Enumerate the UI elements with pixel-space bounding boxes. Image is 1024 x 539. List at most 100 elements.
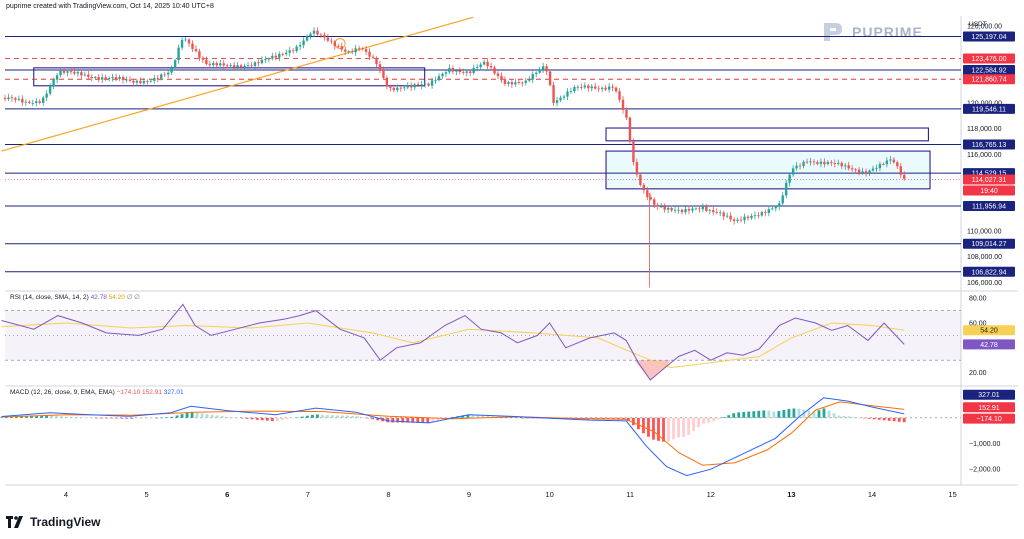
macd-histogram-bar xyxy=(611,417,615,420)
macd-histogram-bar xyxy=(757,410,761,418)
candle-body xyxy=(340,46,343,50)
candle-body xyxy=(350,51,354,53)
macd-histogram-bar xyxy=(521,417,525,419)
candle-body xyxy=(566,91,569,97)
macd-histogram-bar xyxy=(481,415,485,418)
candle-body xyxy=(430,80,434,86)
macd-histogram-bar xyxy=(235,417,239,419)
candle-body xyxy=(604,87,607,90)
candle-body xyxy=(111,77,114,79)
candle-body xyxy=(368,51,371,57)
macd-histogram-bar xyxy=(230,417,234,418)
candle-body xyxy=(562,96,566,98)
candle-body xyxy=(448,67,451,73)
macd-histogram-bar xyxy=(797,408,801,418)
price-tick-label: 108,000.00 xyxy=(967,254,1002,261)
macd-histogram-bar xyxy=(170,416,174,418)
macd-histogram-bar xyxy=(516,417,520,419)
candle-body xyxy=(583,85,587,88)
macd-histogram-bar xyxy=(606,417,610,420)
candle-body xyxy=(326,37,330,41)
macd-histogram-bar xyxy=(396,417,400,423)
rsi-sma-line xyxy=(1,322,905,369)
current-price-tag: 114,027.31 xyxy=(972,177,1007,184)
rsi-line xyxy=(1,303,905,381)
macd-histogram-bar xyxy=(747,411,751,418)
macd-histogram-bar xyxy=(296,417,299,419)
candle-body xyxy=(375,57,378,65)
macd-histogram-bar xyxy=(15,416,18,418)
macd-histogram-bar xyxy=(897,417,901,422)
candle-body xyxy=(413,84,416,88)
macd-histogram-tag: −174.10 xyxy=(976,416,1002,423)
candle-body xyxy=(87,74,90,77)
macd-histogram-bar xyxy=(466,414,470,418)
macd-histogram-bar xyxy=(175,415,179,418)
macd-histogram-bar xyxy=(265,417,269,421)
macd-histogram-bar xyxy=(752,411,756,418)
macd-histogram-bar xyxy=(406,417,410,423)
macd-histogram-bar xyxy=(190,411,194,418)
level-tag-bg xyxy=(963,64,1015,75)
candle-body xyxy=(444,72,448,74)
macd-value-tag: 152.91 xyxy=(978,405,1000,412)
candle-body xyxy=(104,77,107,79)
candle-body xyxy=(232,65,236,68)
macd-tick-label: −1,000.00 xyxy=(969,441,1000,448)
candle-body xyxy=(489,66,493,68)
candle-body xyxy=(486,61,489,67)
candle-body xyxy=(257,62,260,64)
candle-body xyxy=(642,184,646,191)
candle-body xyxy=(774,206,777,209)
level-tag-bg xyxy=(963,238,1015,249)
candle-body xyxy=(403,87,406,89)
macd-histogram-bar xyxy=(80,417,84,418)
macd-histogram-bar xyxy=(20,416,23,418)
candle-body xyxy=(465,71,468,73)
macd-histogram-bar xyxy=(857,417,861,419)
candle-body xyxy=(545,66,548,72)
macd-histogram-bar xyxy=(632,417,635,426)
candle-body xyxy=(816,162,819,164)
macd-histogram-bar xyxy=(90,417,94,419)
macd-histogram-bar xyxy=(461,415,465,418)
candle-body xyxy=(507,82,510,84)
macd-histogram-bar xyxy=(847,416,851,418)
candle-body xyxy=(62,70,66,73)
tradingview-logo[interactable]: TradingView xyxy=(6,515,100,529)
macd-histogram-bar xyxy=(210,414,214,418)
candle-body xyxy=(764,212,767,213)
candle-body xyxy=(635,162,639,175)
macd-histogram-bar xyxy=(160,417,164,419)
candle-body xyxy=(670,207,673,211)
time-tick-label: 12 xyxy=(707,490,715,499)
macd-histogram-bar xyxy=(220,416,224,418)
candle-body xyxy=(160,74,163,79)
candle-body xyxy=(660,206,663,208)
candle-body xyxy=(618,91,621,100)
macd-histogram-bar xyxy=(687,417,690,436)
candle-body xyxy=(805,161,809,163)
candle-body xyxy=(361,48,364,50)
candle-body xyxy=(475,67,479,68)
macd-histogram-bar xyxy=(245,417,249,419)
candle-body xyxy=(653,199,656,205)
candle-body xyxy=(215,63,218,66)
macd-signal-tag: 327.01 xyxy=(978,392,1000,399)
candle-body xyxy=(371,56,375,58)
level-tag-bg xyxy=(963,139,1015,150)
candle-body xyxy=(187,39,191,44)
candle-body xyxy=(746,216,750,219)
candle-body xyxy=(201,57,205,60)
candle-body xyxy=(278,53,281,58)
level-tag-bg xyxy=(963,201,1015,212)
macd-histogram-bar xyxy=(165,417,169,418)
price-tick-label: 118,000.00 xyxy=(967,126,1002,133)
macd-histogram-bar xyxy=(822,408,826,418)
macd-histogram-bar xyxy=(155,417,159,419)
candle-body xyxy=(142,81,146,84)
candle-body xyxy=(514,82,517,85)
macd-histogram-bar xyxy=(285,417,289,420)
candle-body xyxy=(496,73,500,76)
